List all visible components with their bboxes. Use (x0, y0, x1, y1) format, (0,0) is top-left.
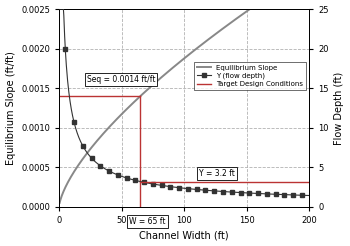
Y (flow depth) (273, 193, 278, 196)
Text: Seq = 0.0014 ft/ft: Seq = 0.0014 ft/ft (86, 75, 155, 84)
Y (flow depth) (98, 164, 103, 167)
Text: W = 65 ft: W = 65 ft (129, 217, 166, 226)
Y (flow depth) (63, 47, 67, 50)
Y (flow depth) (151, 183, 155, 185)
Y (flow depth) (282, 193, 286, 196)
Y (flow depth) (133, 179, 138, 182)
Y (flow depth) (177, 186, 181, 189)
Y (flow depth) (168, 185, 173, 188)
Line: Equilibrium Slope: Equilibrium Slope (60, 0, 309, 203)
Y (flow depth) (90, 157, 94, 160)
Y (flow depth) (300, 194, 304, 197)
Equilibrium Slope (205, 39, 209, 42)
Y (flow depth) (291, 194, 295, 197)
Y (flow depth) (256, 192, 260, 195)
Y (flow depth) (186, 187, 190, 190)
Equilibrium Slope (246, 9, 250, 12)
Y (flow depth) (142, 181, 146, 184)
Y (flow depth) (160, 184, 164, 187)
Equilibrium Slope (102, 132, 106, 135)
Y (flow depth) (265, 192, 269, 195)
Y (flow depth) (221, 190, 225, 193)
Equilibrium Slope (57, 201, 62, 204)
Y (flow depth) (116, 173, 120, 176)
Text: Y = 3.2 ft: Y = 3.2 ft (199, 169, 235, 178)
Y (flow depth) (107, 169, 111, 172)
X-axis label: Channel Width (ft): Channel Width (ft) (139, 231, 229, 240)
Y-axis label: Flow Depth (ft): Flow Depth (ft) (335, 71, 344, 145)
Equilibrium Slope (170, 66, 175, 69)
Y (flow depth) (247, 192, 251, 195)
Legend: Equilibrium Slope, Y (flow depth), Target Design Conditions: Equilibrium Slope, Y (flow depth), Targe… (194, 62, 306, 90)
Equilibrium Slope (122, 110, 126, 113)
Y (flow depth) (230, 191, 234, 194)
Equilibrium Slope (224, 24, 229, 27)
Y (flow depth) (203, 189, 208, 192)
Y (flow depth) (238, 191, 243, 194)
Y (flow depth) (81, 144, 85, 147)
Y (flow depth) (125, 176, 129, 179)
Y (flow depth) (212, 189, 216, 192)
Line: Y (flow depth): Y (flow depth) (64, 47, 303, 197)
Y-axis label: Equilibrium Slope (ft/ft): Equilibrium Slope (ft/ft) (6, 51, 15, 165)
Y (flow depth) (72, 121, 76, 124)
Y (flow depth) (195, 188, 199, 191)
